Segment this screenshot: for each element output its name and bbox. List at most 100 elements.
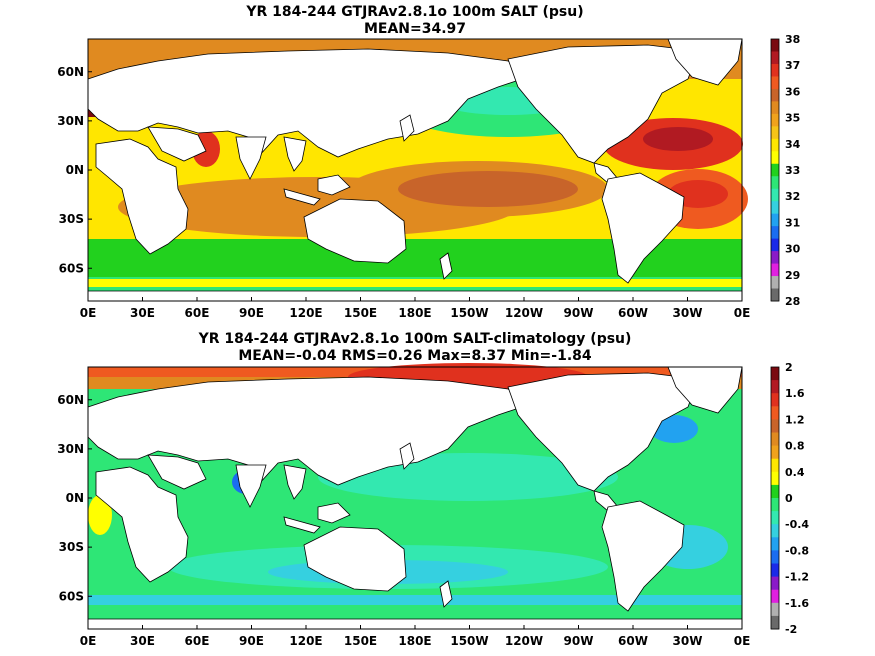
top-y-tick-label: 0N (66, 163, 84, 177)
bottom-colorbar-label: 0.4 (785, 466, 805, 479)
top-y-tick-label: 30N (57, 114, 84, 128)
top-colorbar-segment (771, 226, 779, 240)
bottom-x-tick-label: 120W (505, 634, 543, 648)
bottom-colorbar-segment (771, 484, 779, 499)
top-y-tick-label: 60N (57, 65, 84, 79)
bottom-x-tick-label: 0E (80, 634, 97, 648)
bottom-x-tick-label: 120E (289, 634, 322, 648)
bottom-colorbar-label: -1.2 (785, 571, 809, 584)
bottom-colorbar-segment (771, 563, 779, 578)
top-colorbar-segment (771, 138, 779, 152)
bottom-x-tick-label: 0E (734, 634, 751, 648)
top-x-tick-label: 90W (564, 306, 594, 320)
bottom-x-tick-label: 60E (185, 634, 210, 648)
top-colorbar-label: 32 (785, 190, 800, 203)
top-colorbar-segment (771, 151, 779, 165)
bottom-x-tick-label: 90W (564, 634, 594, 648)
top-colorbar-segment (771, 63, 779, 77)
top-colorbar-segment (771, 101, 779, 115)
top-x-tick-label: 0E (734, 306, 751, 320)
bottom-y-tick-label: 0N (66, 491, 84, 505)
bottom-y-tick-label: 60N (57, 393, 84, 407)
top-colorbar-label: 38 (785, 33, 800, 46)
top-subtitle: MEAN=34.97 (363, 21, 467, 37)
top-x-tick-label: 60W (618, 306, 648, 320)
bottom-x-tick-label: 180E (398, 634, 431, 648)
bottom-colorbar-label: 1.2 (785, 413, 805, 426)
bottom-x-tick-label: 30E (130, 634, 155, 648)
bottom-y-tick-label: 60S (59, 589, 84, 603)
top-colorbar-segment (771, 126, 779, 140)
bottom-colorbar-label: 2 (785, 361, 793, 374)
top-colorbar-frame (770, 38, 780, 302)
top-colorbar-label: 31 (785, 216, 800, 229)
bottom-axes: 0E 30E 60E 90E 120E 150E 180E 150W 120W 90W 60W 30W… (57, 393, 750, 648)
bottom-colorbar-segment (771, 445, 779, 460)
top-colorbar-label: 29 (785, 269, 800, 282)
bottom-colorbar-segment (771, 602, 779, 617)
top-colorbar-segment (771, 201, 779, 215)
bottom-y-tick-label: 30N (57, 442, 84, 456)
top-x-tick-label: 30E (130, 306, 155, 320)
top-colorbar-segment (771, 113, 779, 127)
bottom-colorbar-label: -0.8 (785, 544, 809, 557)
top-colorbar-segment (771, 88, 779, 102)
bottom-colorbar-segment (771, 537, 779, 551)
top-colorbar-segment (771, 176, 779, 190)
bottom-colorbar-segment (771, 589, 779, 604)
top-x-tick-label: 60E (185, 306, 210, 320)
bottom-y-tick-label: 30S (59, 540, 84, 554)
top-y-tick-label: 60S (59, 261, 84, 275)
top-colorbar-segment (771, 276, 779, 290)
top-colorbar-segment (771, 263, 779, 277)
top-colorbar-label: 35 (785, 112, 800, 125)
top-colorbar-segment (771, 188, 779, 202)
bottom-colorbar-label: -0.4 (785, 518, 809, 531)
bottom-colorbar-segment (771, 419, 779, 433)
bottom-colorbar-segment (771, 576, 779, 591)
bottom-colorbar-segment (771, 615, 779, 630)
top-y-tick-label: 30S (59, 212, 84, 226)
bottom-subtitle: MEAN=-0.04 RMS=0.26 Max=8.37 Min=-1.84 (238, 348, 592, 364)
top-x-tick-label: 120E (289, 306, 322, 320)
bottom-map (87, 363, 743, 630)
bottom-colorbar-segment (771, 406, 779, 420)
bottom-title: YR 184-244 GTJRAv2.8.1o 100m SALT-climat… (198, 331, 632, 347)
top-map (87, 38, 748, 302)
top-colorbar-segment (771, 238, 779, 252)
top-x-tick-label: 120W (505, 306, 543, 320)
top-x-tick-label: 180E (398, 306, 431, 320)
top-colorbar-segment (771, 251, 779, 265)
bottom-colorbar-segment (771, 380, 779, 394)
top-colorbar-segment (771, 51, 779, 65)
top-x-tick-label: 90E (239, 306, 264, 320)
bottom-colorbar-segment (771, 471, 779, 486)
bottom-colorbar-label: -2 (785, 623, 797, 636)
top-x-tick-label: 30W (673, 306, 703, 320)
top-x-tick-label: 150W (450, 306, 488, 320)
top-x-tick-label: 0E (80, 306, 97, 320)
bottom-x-tick-label: 60W (618, 634, 648, 648)
top-x-tick-label: 150E (344, 306, 377, 320)
top-colorbar-label: 28 (785, 295, 800, 308)
bottom-x-tick-label: 30W (673, 634, 703, 648)
bottom-colorbar-segment (771, 524, 779, 538)
bottom-colorbar: 2 1.6 1.2 0.8 0.4 0 -0.4 -0.8 -1.2 -1.6 -2 (770, 361, 809, 636)
bottom-colorbar-segment (771, 393, 779, 407)
top-colorbar-segment (771, 288, 779, 302)
bottom-colorbar-label: 0 (785, 492, 793, 505)
top-colorbar-label: 30 (785, 243, 801, 256)
top-colorbar-segment (771, 76, 779, 90)
top-colorbar-label: 34 (785, 138, 801, 151)
top-title: YR 184-244 GTJRAv2.8.1o 100m SALT (psu) (246, 4, 584, 20)
bottom-x-tick-label: 90E (239, 634, 264, 648)
bottom-colorbar-label: 1.6 (785, 387, 805, 400)
bottom-colorbar-segment (771, 367, 779, 381)
top-colorbar-label: 36 (785, 85, 801, 98)
top-colorbar-label: 37 (785, 59, 800, 72)
bottom-colorbar-segment (771, 458, 779, 473)
top-colorbar-segment (771, 213, 779, 227)
bottom-colorbar-segment (771, 511, 779, 525)
top-colorbar-segment (771, 163, 779, 177)
